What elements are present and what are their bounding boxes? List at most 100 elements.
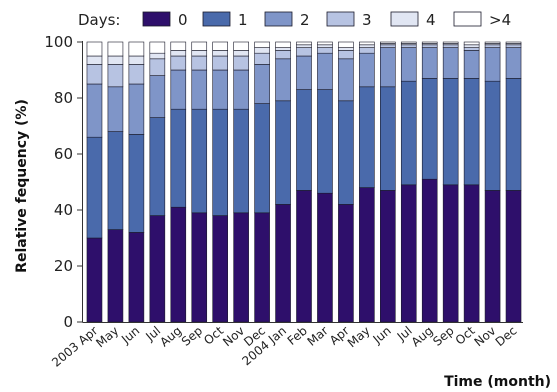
bar-segment-1 xyxy=(359,86,375,188)
x-tick-label: Jun xyxy=(118,324,142,347)
y-tick-label: 40 xyxy=(54,201,73,219)
bar-segment-3 xyxy=(484,44,501,48)
bar-segment-3 xyxy=(107,64,124,88)
bar-segment-4 xyxy=(317,44,333,48)
bar-segment-4 xyxy=(191,50,208,57)
bar-segment-0 xyxy=(359,187,375,323)
bar-stack xyxy=(296,41,312,323)
bar-segment-3 xyxy=(149,58,166,76)
x-tick-label: Jun xyxy=(370,324,394,347)
y-axis-title: Relative fequency (%) xyxy=(14,99,30,273)
bar-segment->4 xyxy=(338,41,354,48)
bar-segment-0 xyxy=(296,190,312,323)
legend-label: 2 xyxy=(300,11,310,29)
bar-segment-1 xyxy=(317,89,333,194)
bar-segment-0 xyxy=(254,212,270,323)
bar-segment-1 xyxy=(212,108,228,216)
bar-segment-4 xyxy=(296,44,312,48)
legend: Days: 0 1 2 3 4 >4 xyxy=(78,11,511,29)
bar-stack xyxy=(463,41,480,323)
bar-segment-0 xyxy=(421,178,438,323)
bar-segment->4 xyxy=(296,41,312,46)
bar-segment->4 xyxy=(149,41,166,54)
bar-stack xyxy=(233,41,249,323)
y-tick-label: 60 xyxy=(54,145,73,163)
bar-segment->4 xyxy=(128,41,145,57)
bar-segment->4 xyxy=(191,41,208,51)
bars xyxy=(86,41,522,323)
bar-segment-3 xyxy=(275,50,291,60)
bar-segment-2 xyxy=(421,47,438,79)
bar-segment-0 xyxy=(484,190,501,323)
bar-segment-1 xyxy=(484,80,501,191)
legend-swatch xyxy=(202,11,231,27)
bar-segment-2 xyxy=(128,83,145,135)
x-tick-label: Dec xyxy=(493,324,520,350)
bar-segment-1 xyxy=(421,78,438,180)
bar-segment-1 xyxy=(107,131,124,230)
bar-segment-2 xyxy=(170,69,187,110)
bar-segment-2 xyxy=(296,55,312,90)
y-tick-label: 100 xyxy=(44,33,73,51)
bar-stack xyxy=(254,41,270,323)
bar-stack xyxy=(275,41,291,323)
bar-stack xyxy=(107,41,124,323)
y-tick-label: 20 xyxy=(54,257,73,275)
bar-segment-3 xyxy=(170,55,187,71)
bar-segment->4 xyxy=(233,41,249,51)
bar-segment-2 xyxy=(400,47,417,82)
bar-segment-2 xyxy=(254,64,270,104)
bar-segment-2 xyxy=(505,47,522,79)
bar-segment-1 xyxy=(191,108,208,214)
bar-segment-1 xyxy=(380,86,396,191)
x-tick-label: May xyxy=(93,324,121,351)
bar-stack xyxy=(86,41,103,323)
bar-segment-0 xyxy=(128,232,145,323)
bar-segment->4 xyxy=(317,41,333,46)
bar-segment->4 xyxy=(463,41,480,46)
bar-segment-0 xyxy=(317,192,333,323)
bar-segment-0 xyxy=(400,184,417,323)
bar-segment-2 xyxy=(359,52,375,88)
bar-segment-2 xyxy=(107,86,124,132)
bar-segment->4 xyxy=(170,41,187,51)
legend-label: 1 xyxy=(238,11,248,29)
legend-swatch xyxy=(390,11,419,27)
bar-segment-2 xyxy=(86,83,103,138)
bar-segment->4 xyxy=(442,41,459,44)
bar-segment-3 xyxy=(212,55,228,71)
bar-segment->4 xyxy=(275,41,291,48)
bar-segment-3 xyxy=(86,64,103,85)
bar-segment->4 xyxy=(359,41,375,46)
bar-stack xyxy=(380,41,396,323)
bar-segment-4 xyxy=(86,55,103,65)
bar-segment-1 xyxy=(254,103,270,214)
bar-segment-4 xyxy=(233,50,249,57)
y-axis: 0 20 40 60 80 100 xyxy=(44,33,83,331)
legend-label: 4 xyxy=(426,11,436,29)
y-tick-label: 0 xyxy=(63,313,73,331)
bar-segment-4 xyxy=(170,50,187,57)
bar-segment-3 xyxy=(338,50,354,60)
bar-segment->4 xyxy=(400,41,417,44)
bar-segment-3 xyxy=(400,44,417,48)
bar-segment-3 xyxy=(233,55,249,71)
legend-label: 0 xyxy=(178,11,188,29)
bar-segment-4 xyxy=(275,47,291,51)
bar-segment-1 xyxy=(128,134,145,233)
bar-stack xyxy=(212,41,228,323)
x-tick-label: 2003 Apr xyxy=(49,324,100,370)
bar-segment-0 xyxy=(275,204,291,323)
bar-segment-3 xyxy=(505,44,522,48)
y-tick-label: 80 xyxy=(54,89,73,107)
legend-label: >4 xyxy=(489,11,511,29)
bar-stack xyxy=(149,41,166,323)
bar-segment-4 xyxy=(212,50,228,57)
bar-segment-2 xyxy=(233,69,249,110)
legend-title: Days: xyxy=(78,11,121,29)
bar-segment-3 xyxy=(128,64,145,85)
legend-swatch xyxy=(326,11,355,27)
bar-segment-4 xyxy=(149,52,166,60)
bar-segment-1 xyxy=(170,108,187,208)
